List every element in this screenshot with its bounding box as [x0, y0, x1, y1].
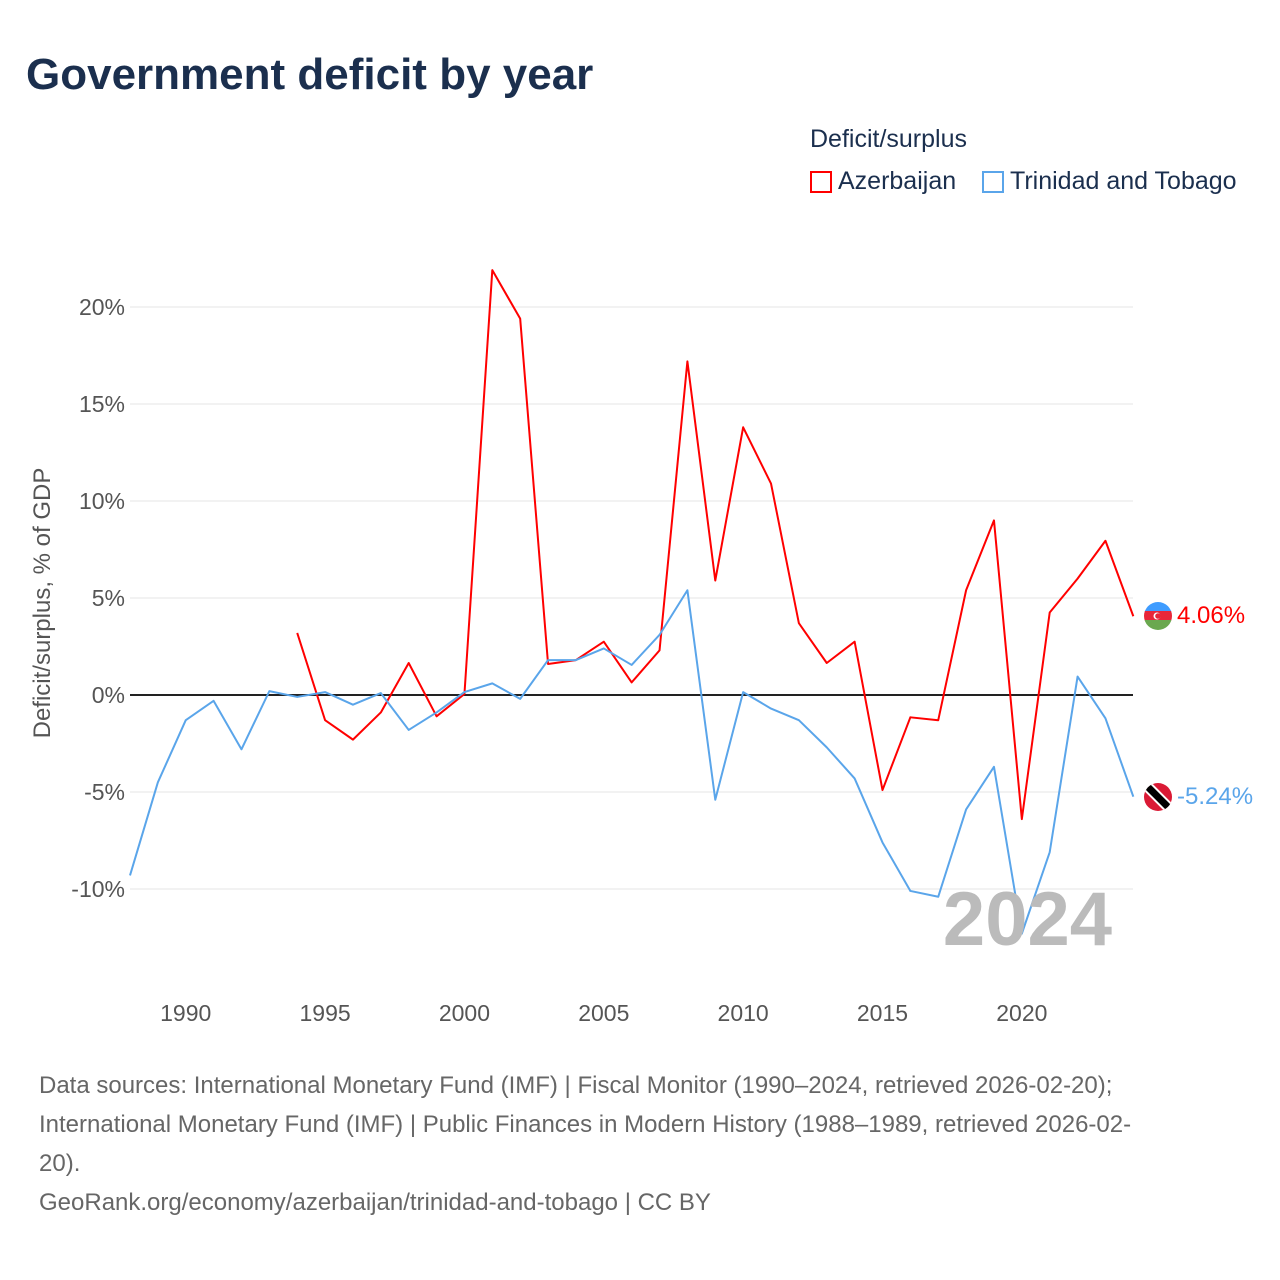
data-point[interactable] [990, 516, 998, 524]
y-tick-label: 10% [79, 488, 125, 514]
data-point[interactable] [1101, 714, 1109, 722]
end-label-azerbaijan: 4.06% [1177, 602, 1245, 629]
data-point[interactable] [1046, 848, 1054, 856]
y-tick-label: 0% [92, 682, 125, 708]
x-tick-label: 1995 [300, 1000, 351, 1026]
data-point[interactable] [488, 679, 496, 687]
series-line-azerbaijan[interactable] [296, 269, 1135, 821]
data-point[interactable] [934, 893, 942, 901]
y-tick-label: -10% [71, 876, 125, 902]
y-tick-label: -5% [84, 779, 125, 805]
x-tick-label: 2005 [578, 1000, 629, 1026]
data-point[interactable] [906, 887, 914, 895]
legend-swatch [810, 170, 832, 193]
legend-title: Deficit/surplus [810, 125, 967, 153]
data-point[interactable] [405, 726, 413, 734]
x-tick-label: 2020 [996, 1000, 1047, 1026]
data-point[interactable] [488, 266, 496, 274]
data-point[interactable] [237, 745, 245, 753]
source-line: 20). [39, 1150, 81, 1177]
data-point[interactable] [795, 619, 803, 627]
data-point[interactable] [516, 315, 524, 323]
y-tick-label: 5% [92, 585, 125, 611]
data-point[interactable] [628, 678, 636, 686]
data-point[interactable] [1018, 815, 1026, 823]
data-point[interactable] [934, 716, 942, 724]
data-point[interactable] [126, 871, 134, 879]
data-point[interactable] [405, 659, 413, 667]
legend-label: Trinidad and Tobago [1010, 167, 1237, 195]
data-point[interactable] [1129, 793, 1137, 801]
source-link[interactable]: GeoRank.org/economy/azerbaijan/trinidad-… [39, 1189, 711, 1216]
data-point[interactable] [1074, 575, 1082, 583]
legend-swatch [982, 170, 1004, 193]
data-point[interactable] [656, 646, 664, 654]
data-point[interactable] [906, 713, 914, 721]
data-point[interactable] [851, 774, 859, 782]
legend-label: Azerbaijan [838, 167, 957, 195]
data-point[interactable] [182, 716, 190, 724]
data-point[interactable] [265, 687, 273, 695]
data-point[interactable] [377, 689, 385, 697]
data-point[interactable] [293, 693, 301, 701]
data-point[interactable] [878, 838, 886, 846]
data-point[interactable] [628, 661, 636, 669]
trinidad-flag-icon [1144, 783, 1172, 811]
watermark-year: 2024 [943, 877, 1112, 962]
legend-item-azerbaijan[interactable]: Azerbaijan [810, 167, 956, 196]
source-line: Data sources: International Monetary Fun… [39, 1072, 1113, 1099]
legend-item-trinidad[interactable]: Trinidad and Tobago [982, 167, 1237, 196]
data-point[interactable] [572, 656, 580, 664]
y-tick-label: 20% [79, 294, 125, 320]
data-point[interactable] [683, 357, 691, 365]
data-point[interactable] [321, 716, 329, 724]
data-point[interactable] [544, 656, 552, 664]
data-point[interactable] [656, 631, 664, 639]
data-point[interactable] [293, 629, 301, 637]
data-point[interactable] [516, 695, 524, 703]
data-point[interactable] [1129, 612, 1137, 620]
data-point[interactable] [321, 688, 329, 696]
data-point[interactable] [795, 716, 803, 724]
data-point[interactable] [600, 644, 608, 652]
data-point[interactable] [851, 638, 859, 646]
x-tick-label: 1990 [160, 1000, 211, 1026]
data-point[interactable] [711, 796, 719, 804]
data-point[interactable] [878, 786, 886, 794]
data-point[interactable] [990, 763, 998, 771]
data-point[interactable] [1101, 537, 1109, 545]
data-point[interactable] [460, 688, 468, 696]
page-title: Government deficit by year [26, 50, 594, 99]
series-line-trinidad-and-tobago[interactable] [129, 589, 1135, 935]
data-point[interactable] [962, 805, 970, 813]
source-line: International Monetary Fund (IMF) | Publ… [39, 1111, 1132, 1138]
data-point[interactable] [823, 743, 831, 751]
data-point[interactable] [711, 577, 719, 585]
data-point[interactable] [767, 705, 775, 713]
data-point[interactable] [1046, 609, 1054, 617]
data-point[interactable] [349, 701, 357, 709]
data-point[interactable] [683, 586, 691, 594]
azerbaijan-flag-icon [1144, 602, 1172, 630]
y-axis-label: Deficit/surplus, % of GDP [29, 468, 56, 739]
y-tick-label: 15% [79, 391, 125, 417]
x-tick-label: 2000 [439, 1000, 490, 1026]
data-point[interactable] [154, 778, 162, 786]
data-point[interactable] [433, 708, 441, 716]
x-tick-label: 2010 [718, 1000, 769, 1026]
source-notes: Data sources: International Monetary Fun… [39, 1066, 1239, 1222]
data-point[interactable] [377, 708, 385, 716]
data-point[interactable] [349, 736, 357, 744]
x-tick-label: 2015 [857, 1000, 908, 1026]
data-point[interactable] [739, 423, 747, 431]
data-point[interactable] [739, 688, 747, 696]
data-point[interactable] [767, 480, 775, 488]
data-point[interactable] [962, 586, 970, 594]
data-point[interactable] [210, 697, 218, 705]
end-label-trinidad: -5.24% [1177, 783, 1253, 810]
data-point[interactable] [823, 659, 831, 667]
data-point[interactable] [1074, 673, 1082, 681]
